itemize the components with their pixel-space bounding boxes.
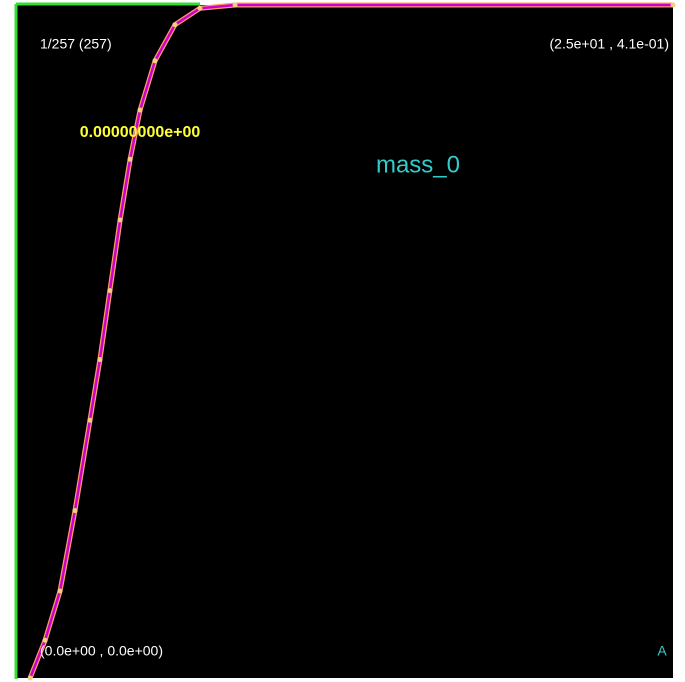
point [232, 2, 238, 8]
marks [27, 2, 676, 681]
point [97, 357, 103, 363]
mode-label: A [657, 643, 667, 659]
point [127, 156, 133, 162]
point [172, 22, 178, 28]
point [197, 5, 203, 11]
plot-area [17, 5, 673, 678]
point [670, 2, 676, 8]
value-label: 0.00000000e+00 [80, 124, 201, 141]
point [27, 675, 33, 681]
point [152, 58, 158, 64]
point [87, 417, 93, 423]
point [137, 107, 143, 113]
chart-title: mass_0 [376, 151, 460, 178]
point [57, 588, 63, 594]
bottom-left-label: (0.0e+00 , 0.0e+00) [40, 643, 163, 659]
top-right-label: (2.5e+01 , 4.1e-01) [550, 36, 669, 52]
point [107, 288, 113, 294]
point [42, 637, 48, 643]
frame-label: 1/257 (257) [40, 36, 112, 52]
point [72, 508, 78, 514]
point [117, 217, 123, 223]
